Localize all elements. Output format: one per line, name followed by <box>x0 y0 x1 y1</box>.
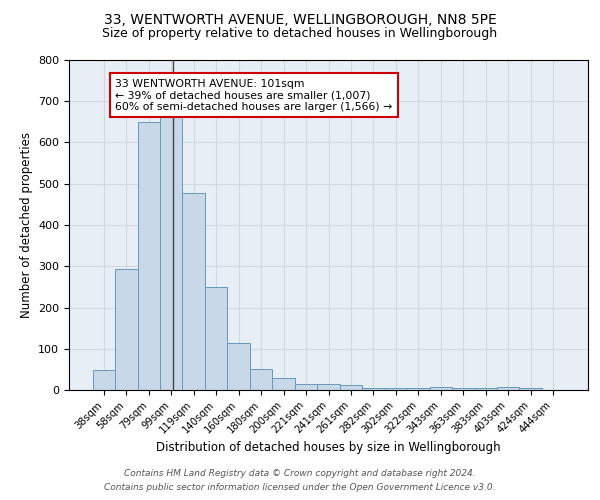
Text: 33, WENTWORTH AVENUE, WELLINGBOROUGH, NN8 5PE: 33, WENTWORTH AVENUE, WELLINGBOROUGH, NN… <box>104 12 496 26</box>
Bar <box>295 384 317 390</box>
Bar <box>137 122 160 390</box>
Bar <box>430 386 452 390</box>
Bar <box>520 388 542 390</box>
X-axis label: Distribution of detached houses by size in Wellingborough: Distribution of detached houses by size … <box>156 441 501 454</box>
Bar <box>227 344 250 390</box>
Bar <box>182 193 205 390</box>
Bar <box>497 386 520 390</box>
Text: 33 WENTWORTH AVENUE: 101sqm
← 39% of detached houses are smaller (1,007)
60% of : 33 WENTWORTH AVENUE: 101sqm ← 39% of det… <box>115 78 392 112</box>
Bar <box>340 385 362 390</box>
Bar <box>362 388 385 390</box>
Bar <box>160 117 182 390</box>
Text: Contains HM Land Registry data © Crown copyright and database right 2024.: Contains HM Land Registry data © Crown c… <box>124 468 476 477</box>
Bar <box>272 378 295 390</box>
Text: Contains public sector information licensed under the Open Government Licence v3: Contains public sector information licen… <box>104 484 496 492</box>
Bar <box>92 370 115 390</box>
Bar <box>205 287 227 390</box>
Text: Size of property relative to detached houses in Wellingborough: Size of property relative to detached ho… <box>103 28 497 40</box>
Bar <box>317 384 340 390</box>
Bar <box>250 368 272 390</box>
Bar <box>475 388 497 390</box>
Bar <box>452 388 475 390</box>
Y-axis label: Number of detached properties: Number of detached properties <box>20 132 32 318</box>
Bar <box>115 269 137 390</box>
Bar <box>385 388 407 390</box>
Bar <box>407 388 430 390</box>
